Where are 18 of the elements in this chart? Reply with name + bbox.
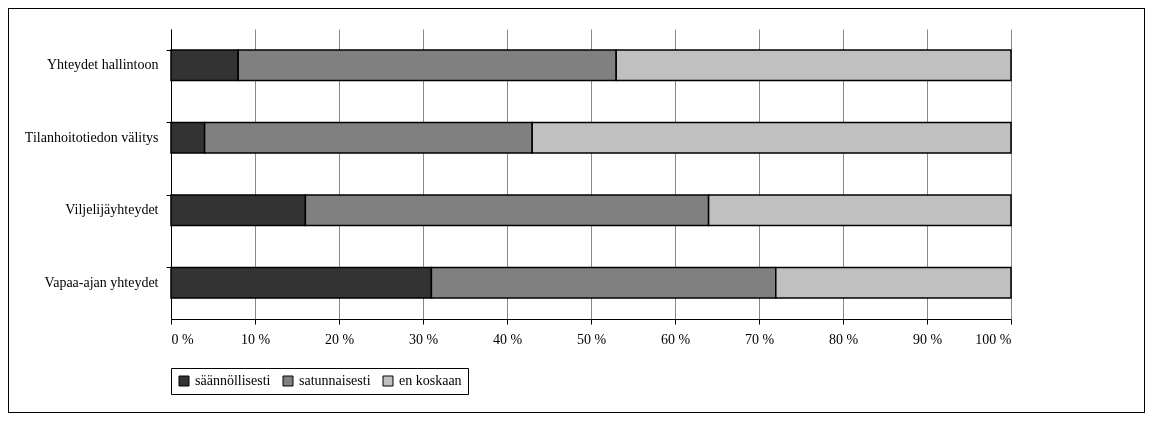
x-tick-label: 40 % bbox=[492, 331, 523, 347]
x-tick-label: 30 % bbox=[408, 331, 439, 347]
x-tick-label: 60 % bbox=[660, 331, 691, 347]
x-tick-label: 20 % bbox=[324, 331, 355, 347]
y-tick-label: Vapaa-ajan yhteydet bbox=[44, 274, 159, 290]
y-tick-label: Tilanhoitotiedon välitys bbox=[24, 129, 159, 145]
x-tick-label: 80 % bbox=[828, 331, 859, 347]
x-tick-label: 70 % bbox=[744, 331, 775, 347]
legend-label: säännöllisesti bbox=[195, 373, 271, 388]
legend-label: en koskaan bbox=[399, 373, 462, 388]
x-tick-label: 50 % bbox=[576, 331, 607, 347]
x-tick-label: 90 % bbox=[912, 331, 943, 347]
legend-label: satunnaisesti bbox=[299, 373, 371, 388]
x-tick-label: 10 % bbox=[240, 331, 271, 347]
y-tick-label: Viljelijäyhteydet bbox=[65, 202, 159, 218]
x-tick-label: 100 % bbox=[975, 331, 1012, 347]
x-tick-label: 0 % bbox=[171, 331, 194, 347]
y-tick-label: Yhteydet hallintoon bbox=[46, 57, 159, 73]
